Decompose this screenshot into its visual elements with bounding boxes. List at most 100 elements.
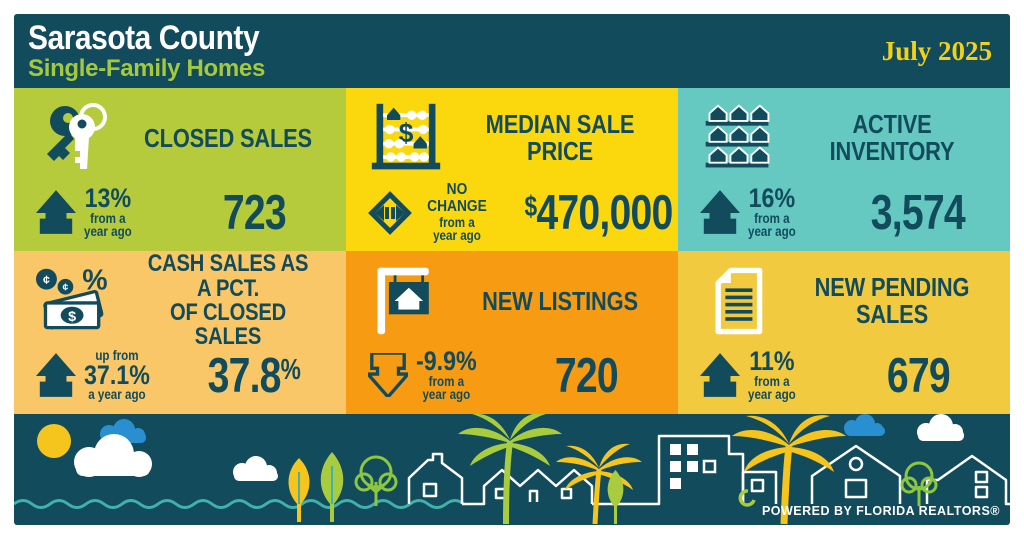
stat-value: $470,000 <box>506 185 691 241</box>
change-lines: 16% from a year ago <box>748 183 796 240</box>
tile-top: NEW LISTINGS <box>358 259 666 343</box>
change-caption: from a <box>754 211 790 227</box>
change-caption: from a <box>754 374 790 390</box>
stat-grid: CLOSED SALES 13% from a year ago 723 <box>14 88 1010 414</box>
stat-value-text: 470,000 <box>536 185 673 240</box>
change-pct: -9.9% <box>416 346 477 377</box>
report-date: July 2025 <box>881 35 992 66</box>
percent-symbol: % <box>280 353 301 386</box>
svg-text:¢: ¢ <box>63 283 69 294</box>
page-subtitle: Single-Family Homes <box>28 55 266 82</box>
cloud-blue-icon <box>844 414 885 436</box>
tile-bottom: up from 37.1% a year ago 37.8% <box>26 343 334 408</box>
cash-icon: % $ ¢ ¢ <box>26 263 122 339</box>
tile-bottom: 13% from a year ago 723 <box>26 180 334 245</box>
change-caption: up from <box>95 348 139 364</box>
tile-title: MEDIAN SALE PRICE <box>471 111 649 164</box>
tile-top: % $ ¢ ¢ CASH SALES AS A PCT. <box>26 251 334 349</box>
skyline-illustration <box>14 414 1010 525</box>
tile-title-text: CLOSED SALES <box>144 122 312 153</box>
outline-tree <box>354 455 398 506</box>
tile-bottom: NO CHANGE from a year ago $470,000 <box>358 180 673 245</box>
yoy-change: up from 37.1% a year ago <box>26 348 174 403</box>
abacus-icon: $ <box>358 100 454 176</box>
change-lines: 13% from a year ago <box>84 183 132 239</box>
change-caption: year ago <box>433 228 481 244</box>
change-lines: -9.9% from a year ago <box>416 346 477 403</box>
tile-title: NEW PENDING SALES <box>803 274 981 327</box>
up-arrow-icon <box>700 353 740 398</box>
tile-title-text2: OF CLOSED SALES <box>169 299 287 351</box>
tile-active-inventory: ACTIVE INVENTORY 16% from a year ago 3,5… <box>678 88 1010 251</box>
stat-value-text: 679 <box>886 348 950 403</box>
teardrop-tree-green <box>320 452 344 522</box>
change-caption: from a <box>90 211 126 227</box>
change-pct: 11% <box>749 346 795 377</box>
change-caption: a year ago <box>88 387 146 403</box>
header: Sarasota County Single-Family Homes July… <box>14 14 1010 88</box>
change-pct: 16% <box>748 183 796 214</box>
stat-value-text: 3,574 <box>870 185 966 240</box>
stat-value: 3,574 <box>838 185 998 241</box>
cloud-icon <box>233 456 278 481</box>
tile-new-pending-sales: NEW PENDING SALES 11% from a year ago 67… <box>678 251 1010 414</box>
keys-icon <box>26 99 122 177</box>
stat-value: 723 <box>174 185 334 241</box>
bush-outline <box>738 489 756 507</box>
tile-bottom: 16% from a year ago 3,574 <box>690 180 998 245</box>
stat-value: 720 <box>506 348 666 404</box>
tile-bottom: -9.9% from a year ago 720 <box>358 343 666 408</box>
stat-value-text: 723 <box>222 185 286 240</box>
tile-bottom: 11% from a year ago 679 <box>690 343 998 408</box>
tile-top: NEW PENDING SALES <box>690 259 998 343</box>
teardrop-tree-small <box>607 470 624 524</box>
powered-by-credit: POWERED BY FLORIDA REALTORS® <box>761 504 1000 518</box>
stat-value: 37.8% <box>174 348 334 404</box>
building-windows <box>670 444 698 489</box>
tile-title: CASH SALES AS A PCT. OF CLOSED SALES <box>139 250 317 351</box>
contract-icon <box>690 263 786 339</box>
tile-title-text: CASH SALES AS A PCT. <box>147 250 309 302</box>
up-arrow-icon <box>700 190 740 235</box>
header-titles: Sarasota County Single-Family Homes <box>28 21 291 81</box>
change-lines: 11% from a year ago <box>748 346 796 403</box>
stat-value-text: 720 <box>554 348 618 403</box>
down-arrow-icon <box>368 353 408 398</box>
stat-value: 679 <box>838 348 998 404</box>
tile-top: $ MEDIAN SALE PRICE <box>358 96 666 180</box>
yard-sign-icon <box>358 263 454 339</box>
yoy-change: 11% from a year ago <box>690 346 838 403</box>
tile-title-text: NEW LISTINGS <box>482 285 638 316</box>
outline-tree <box>900 461 938 506</box>
page-title: Sarasota County <box>28 19 260 57</box>
palm-tree-yellow <box>556 443 642 525</box>
change-pct: 13% <box>84 183 132 214</box>
infographic-canvas: Sarasota County Single-Family Homes July… <box>14 14 1010 525</box>
currency-symbol: $ <box>524 190 537 223</box>
yoy-change: 16% from a year ago <box>690 183 838 240</box>
houses-shelf-icon <box>690 100 786 176</box>
cloud-icon <box>917 414 964 441</box>
change-lines: up from 37.1% a year ago <box>84 348 150 403</box>
change-caption: year ago <box>748 224 796 240</box>
building-window-outline <box>702 459 717 474</box>
change-caption: year ago <box>748 387 796 403</box>
change-caption: year ago <box>422 387 471 403</box>
tile-title-text: MEDIAN SALE PRICE <box>485 109 635 166</box>
tile-title-text: NEW PENDING SALES <box>814 272 970 329</box>
no-change-icon <box>368 190 412 235</box>
sun-icon <box>37 424 71 458</box>
palm-tree-green <box>458 414 562 525</box>
change-pct: 37.1% <box>84 359 150 390</box>
cloud-icon <box>74 434 152 477</box>
tile-title: ACTIVE INVENTORY <box>803 111 981 164</box>
change-caption: from a <box>428 374 465 390</box>
up-arrow-icon <box>36 190 76 235</box>
up-arrow-icon <box>36 353 76 398</box>
yoy-change: -9.9% from a year ago <box>358 346 506 403</box>
tile-title: NEW LISTINGS <box>471 285 649 316</box>
tile-median-sale-price: $ MEDIAN SALE PRICE <box>346 88 678 251</box>
svg-text:$: $ <box>68 309 76 325</box>
change-caption: from a <box>439 215 475 231</box>
